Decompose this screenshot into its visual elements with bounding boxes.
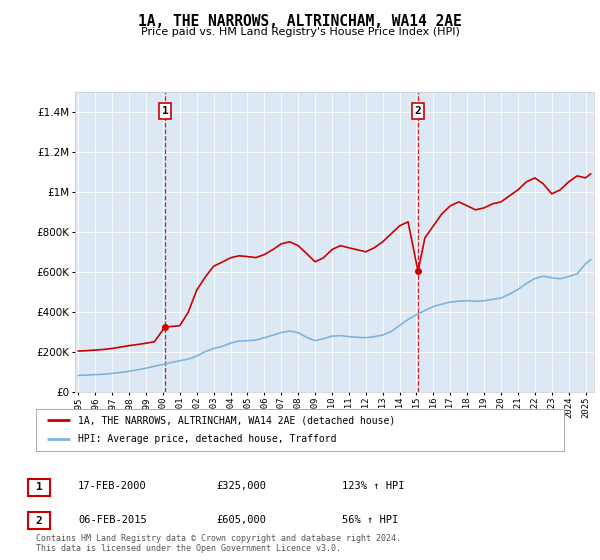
Text: Price paid vs. HM Land Registry's House Price Index (HPI): Price paid vs. HM Land Registry's House … (140, 27, 460, 37)
Text: 1A, THE NARROWS, ALTRINCHAM, WA14 2AE (detached house): 1A, THE NARROWS, ALTRINCHAM, WA14 2AE (d… (78, 415, 395, 425)
Text: £325,000: £325,000 (216, 481, 266, 491)
Text: 123% ↑ HPI: 123% ↑ HPI (342, 481, 404, 491)
Text: 56% ↑ HPI: 56% ↑ HPI (342, 515, 398, 525)
Text: 2: 2 (35, 516, 43, 526)
Text: 1A, THE NARROWS, ALTRINCHAM, WA14 2AE: 1A, THE NARROWS, ALTRINCHAM, WA14 2AE (138, 14, 462, 29)
Text: HPI: Average price, detached house, Trafford: HPI: Average price, detached house, Traf… (78, 435, 337, 445)
Text: 1: 1 (35, 482, 43, 492)
Text: £605,000: £605,000 (216, 515, 266, 525)
Text: Contains HM Land Registry data © Crown copyright and database right 2024.
This d: Contains HM Land Registry data © Crown c… (36, 534, 401, 553)
Text: 2: 2 (415, 106, 421, 116)
Text: 17-FEB-2000: 17-FEB-2000 (78, 481, 147, 491)
Text: 06-FEB-2015: 06-FEB-2015 (78, 515, 147, 525)
Text: 1: 1 (161, 106, 169, 116)
